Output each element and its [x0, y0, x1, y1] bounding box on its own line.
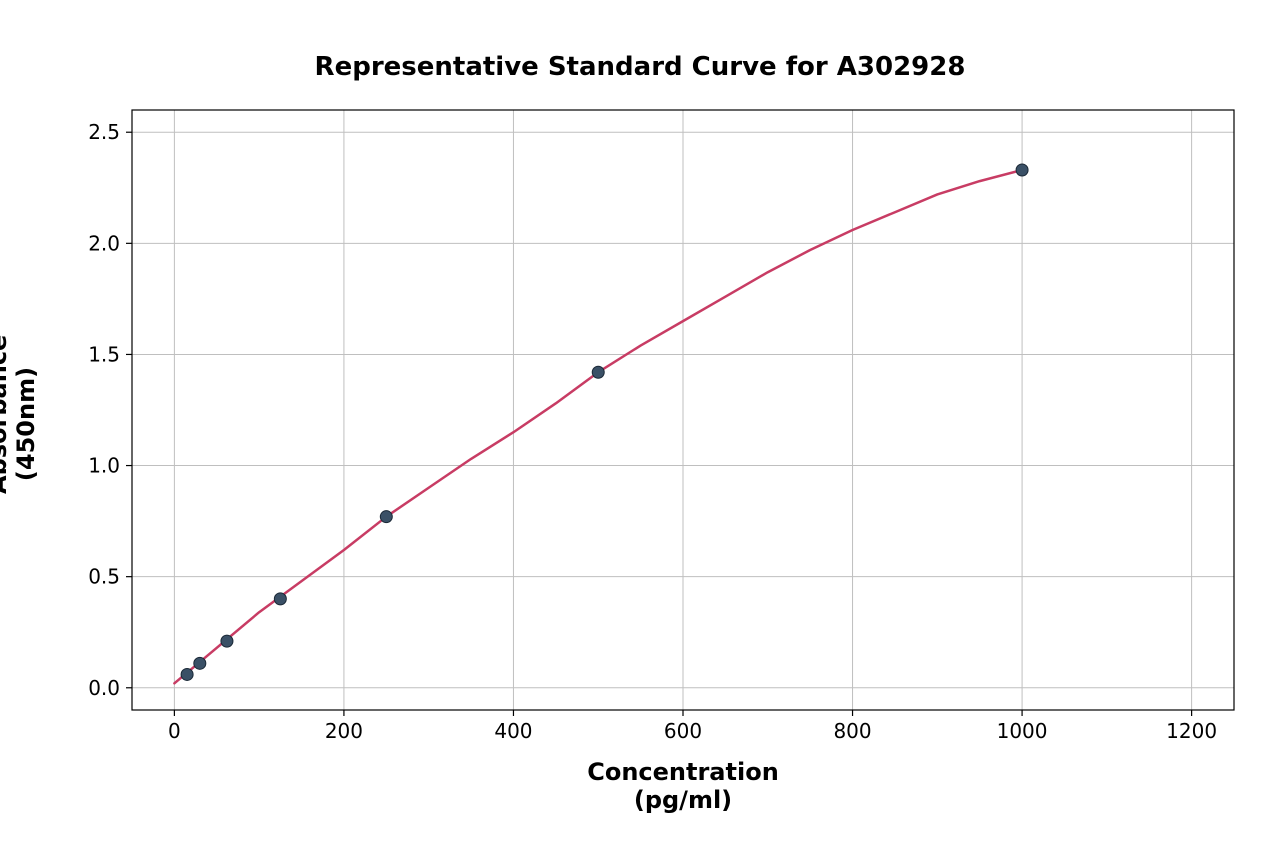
y-tick-label: 1.0: [88, 454, 120, 478]
x-tick-label: 600: [664, 719, 702, 743]
data-point-marker: [274, 593, 286, 605]
chart-svg: 0 200 400 600 800 1000 1200 0.0 0.5 1.0 1.5 2.0 2.5: [0, 0, 1280, 845]
chart-container: Representative Standard Curve for A30292…: [0, 0, 1280, 845]
data-point-marker: [181, 668, 193, 680]
data-point-marker: [1016, 164, 1028, 176]
data-point-marker: [221, 635, 233, 647]
data-point-marker: [194, 657, 206, 669]
x-tick-label: 1200: [1166, 719, 1217, 743]
y-tick-label: 2.0: [88, 231, 120, 255]
data-point-marker: [592, 366, 604, 378]
x-tick-label: 0: [168, 719, 181, 743]
x-tick-label: 1000: [997, 719, 1048, 743]
data-point-marker: [380, 511, 392, 523]
standard-curve-line: [174, 170, 1022, 683]
x-tick-label: 800: [833, 719, 871, 743]
x-tick-label: 200: [325, 719, 363, 743]
x-tick-label: 400: [494, 719, 532, 743]
y-tick-label: 0.5: [88, 565, 120, 589]
y-tick-label: 0.0: [88, 676, 120, 700]
y-tick-label: 2.5: [88, 120, 120, 144]
y-tick-label: 1.5: [88, 342, 120, 366]
